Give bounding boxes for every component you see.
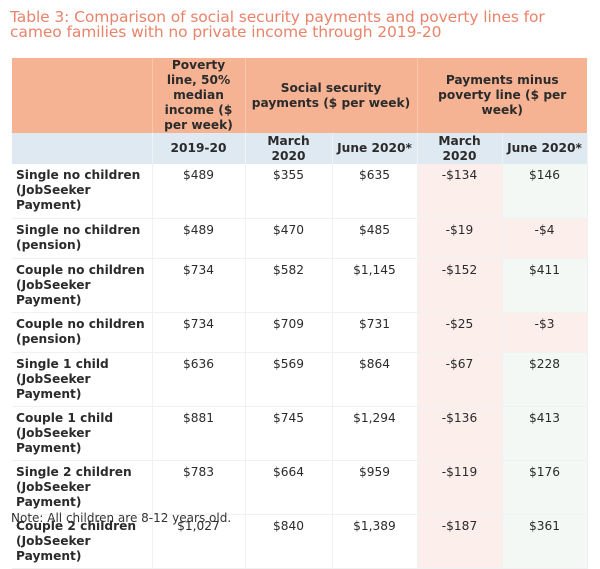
cell-diff-june: $146	[502, 164, 588, 219]
row-label: Single no children (pension)	[12, 218, 153, 259]
cell-diff-march: -$25	[417, 312, 503, 353]
table-row: Single 1 child (JobSeeker Payment) $636 $5…	[12, 352, 588, 407]
table-row: Single no children (JobSeeker Payment) $4…	[12, 164, 588, 219]
cell-poverty: $881	[152, 406, 246, 461]
cell-ss-march: $355	[245, 164, 333, 219]
table-row: Single 2 children (JobSeeker Payment) $78…	[12, 460, 588, 515]
subheader-row: 2019-20 March 2020 June 2020* March 2020…	[12, 133, 588, 164]
cell-ss-june: $731	[332, 312, 418, 353]
header-payments-minus: Payments minus poverty line ($ per week)	[417, 58, 587, 133]
cell-ss-june: $1,389	[332, 514, 418, 569]
row-label: Couple no children (JobSeeker Payment)	[12, 258, 153, 313]
table-row: Couple no children (pension) $734 $709 $731…	[12, 312, 588, 353]
cell-diff-june: $176	[502, 460, 588, 515]
table-note: Note: All children are 8-12 years old.	[11, 511, 232, 525]
cell-diff-june: $361	[502, 514, 588, 569]
subheader-blank	[12, 133, 153, 164]
subheader-diff-march: March 2020	[417, 133, 503, 164]
cell-diff-march: -$152	[417, 258, 503, 313]
cell-ss-june: $1,294	[332, 406, 418, 461]
cell-diff-march: -$187	[417, 514, 503, 569]
cell-diff-march: -$67	[417, 352, 503, 407]
cell-diff-march: -$119	[417, 460, 503, 515]
cell-diff-june: $411	[502, 258, 588, 313]
cell-ss-march: $569	[245, 352, 333, 407]
cell-ss-march: $582	[245, 258, 333, 313]
cell-ss-june: $864	[332, 352, 418, 407]
table-title: Table 3: Comparison of social security p…	[10, 8, 545, 41]
subheader-diff-june: June 2020*	[502, 133, 588, 164]
header-blank	[12, 58, 153, 133]
subheader-ss-june: June 2020*	[332, 133, 418, 164]
row-label: Single 1 child (JobSeeker Payment)	[12, 352, 153, 407]
row-label: Single no children (JobSeeker Payment)	[12, 164, 153, 219]
cell-poverty: $734	[152, 258, 246, 313]
cell-poverty: $734	[152, 312, 246, 353]
table-row: Couple 1 child (JobSeeker Payment) $881 $7…	[12, 406, 588, 461]
cell-diff-march: -$134	[417, 164, 503, 219]
cell-ss-march: $664	[245, 460, 333, 515]
cell-ss-march: $745	[245, 406, 333, 461]
header-social-security: Social security payments ($ per week)	[245, 58, 418, 133]
subheader-ss-march: March 2020	[245, 133, 333, 164]
row-label: Single 2 children (JobSeeker Payment)	[12, 460, 153, 515]
comparison-table: Poverty line, 50% median income ($ per w…	[12, 58, 588, 569]
cell-poverty: $489	[152, 164, 246, 219]
cell-diff-march: -$136	[417, 406, 503, 461]
cell-ss-march: $470	[245, 218, 333, 259]
cell-ss-june: $1,145	[332, 258, 418, 313]
cell-diff-june: -$4	[502, 218, 588, 259]
cell-ss-march: $709	[245, 312, 333, 353]
cell-poverty: $636	[152, 352, 246, 407]
cell-diff-june: $228	[502, 352, 588, 407]
cell-diff-june: -$3	[502, 312, 588, 353]
header-poverty-line: Poverty line, 50% median income ($ per w…	[152, 58, 246, 133]
cell-poverty: $783	[152, 460, 246, 515]
cell-ss-june: $635	[332, 164, 418, 219]
row-label: Couple 1 child (JobSeeker Payment)	[12, 406, 153, 461]
cell-ss-june: $485	[332, 218, 418, 259]
cell-diff-june: $413	[502, 406, 588, 461]
row-label: Couple no children (pension)	[12, 312, 153, 353]
table-row: Couple no children (JobSeeker Payment) $7…	[12, 258, 588, 313]
cell-poverty: $489	[152, 218, 246, 259]
cell-ss-march: $840	[245, 514, 333, 569]
subheader-poverty-year: 2019-20	[152, 133, 246, 164]
cell-ss-june: $959	[332, 460, 418, 515]
header-row: Poverty line, 50% median income ($ per w…	[12, 58, 587, 133]
cell-diff-march: -$19	[417, 218, 503, 259]
table-row: Single no children (pension) $489 $470 $485…	[12, 218, 588, 259]
